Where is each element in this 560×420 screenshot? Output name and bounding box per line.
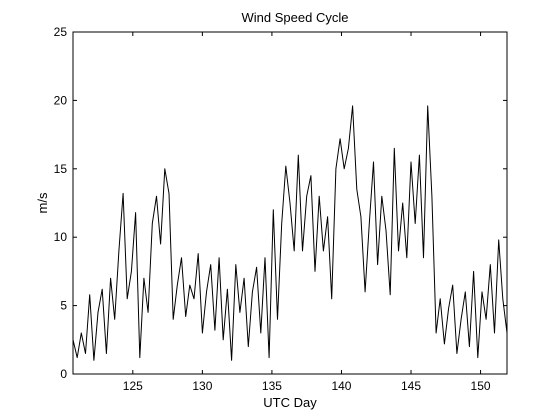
x-tick-label: 135: [262, 379, 282, 393]
wind-speed-series-line: [72, 105, 508, 361]
x-axis-label: UTC Day: [263, 395, 317, 410]
x-tick-label: 125: [123, 379, 143, 393]
y-tick-label: 5: [60, 299, 67, 313]
y-tick-label: 20: [54, 93, 68, 107]
x-tick-label: 130: [192, 379, 212, 393]
plot-frame: [72, 31, 508, 375]
x-tick-label: 140: [331, 379, 351, 393]
chart-title: Wind Speed Cycle: [242, 10, 349, 25]
y-tick-label: 10: [54, 230, 68, 244]
y-axis-label: m/s: [35, 192, 50, 213]
y-tick-label: 0: [60, 367, 67, 381]
y-tick-label: 15: [54, 162, 68, 176]
y-tick-label: 25: [54, 25, 68, 39]
x-tick-label: 145: [401, 379, 421, 393]
x-tick-label: 150: [471, 379, 491, 393]
